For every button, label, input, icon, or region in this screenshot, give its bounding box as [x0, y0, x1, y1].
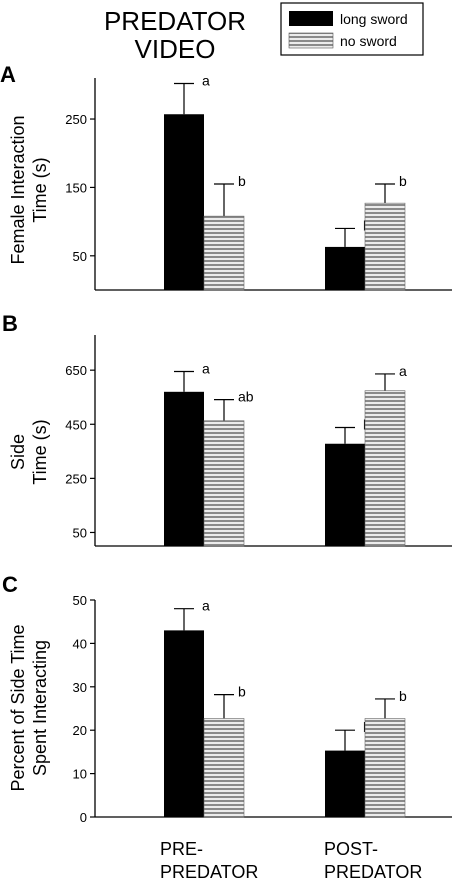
- y-tick-label-panel-b: 50: [73, 525, 87, 540]
- legend-swatch-long-sword: [289, 11, 333, 26]
- y-tick-label-panel-b: 450: [65, 417, 87, 432]
- y-tick-label-panel-c: 20: [73, 723, 87, 738]
- y-tick-label-panel-c: 40: [73, 636, 87, 651]
- panel-letter-c: C: [2, 572, 18, 597]
- bar-panel-a-pre-long-sword: [164, 114, 204, 290]
- y-tick-label-panel-c: 30: [73, 680, 87, 695]
- ylabel-panel-b-line1: Side: [8, 434, 28, 470]
- bar-panel-c-post-no-sword: [364, 718, 406, 818]
- bar-panel-a-post-no-sword: [364, 202, 406, 291]
- y-tick-label-panel-a: 150: [65, 180, 87, 195]
- ylabel-panel-b-line2: Time (s): [30, 419, 50, 484]
- y-tick-label-panel-a: 50: [73, 249, 87, 264]
- significance-letter-panel-c-pre-no-sword: b: [238, 684, 246, 700]
- ylabel-panel-c-line2: Spent Interacting: [30, 640, 50, 776]
- ylabel-panel-a-line2: Time (s): [30, 157, 50, 222]
- bar-panel-a-pre-no-sword: [203, 215, 245, 291]
- significance-letter-panel-b-pre-long-sword: a: [202, 361, 210, 377]
- bar-panel-c-post-long-sword: [325, 750, 365, 817]
- bar-panel-c-pre-no-sword: [203, 718, 245, 818]
- legend: long sword no sword: [280, 2, 424, 56]
- bar-panel-b-post-no-sword: [364, 390, 406, 547]
- significance-letter-panel-a-post-no-sword: b: [399, 173, 407, 189]
- y-tick-label-panel-c: 10: [73, 767, 87, 782]
- bar-panel-a-post-long-sword: [325, 246, 365, 290]
- category-label-post-line2: PREDATOR: [324, 862, 422, 881]
- chart-panels: 50150250abbb50250450650ababa01020304050a…: [65, 72, 452, 825]
- significance-letter-panel-a-pre-long-sword: a: [202, 72, 210, 88]
- bar-panel-c-pre-long-sword: [164, 630, 204, 817]
- y-tick-label-panel-c: 0: [80, 810, 87, 825]
- panel-letter-a: A: [0, 62, 16, 87]
- bar-panel-b-pre-long-sword: [164, 391, 204, 546]
- significance-letter-panel-c-pre-long-sword: a: [202, 598, 210, 614]
- figure-title-line1: PREDATOR: [104, 6, 246, 36]
- ylabel-panel-c-line1: Percent of Side Time: [8, 624, 28, 791]
- legend-label-long-sword: long sword: [340, 11, 408, 27]
- ylabel-panel-a: Female Interaction Time (s): [8, 115, 50, 264]
- category-label-post-line1: POST-: [324, 839, 378, 859]
- significance-letter-panel-b-pre-no-sword: ab: [238, 389, 254, 405]
- panel-letter-b: B: [2, 311, 18, 336]
- y-tick-label-panel-b: 650: [65, 363, 87, 378]
- y-tick-label-panel-b: 250: [65, 471, 87, 486]
- y-tick-label-panel-c: 50: [73, 593, 87, 608]
- ylabel-panel-c: Percent of Side Time Spent Interacting: [8, 624, 50, 791]
- category-label-pre-line2: PREDATOR: [160, 862, 258, 881]
- significance-letter-panel-c-post-no-sword: b: [399, 688, 407, 704]
- significance-letter-panel-a-pre-no-sword: b: [238, 173, 246, 189]
- category-label-pre-line1: PRE-: [160, 839, 203, 859]
- ylabel-panel-b: Side Time (s): [8, 419, 50, 484]
- ylabel-panel-a-line1: Female Interaction: [8, 115, 28, 264]
- legend-label-no-sword: no sword: [340, 33, 397, 49]
- legend-swatch-no-sword: [288, 32, 334, 49]
- y-tick-label-panel-a: 250: [65, 112, 87, 127]
- bar-panel-b-pre-no-sword: [203, 420, 245, 547]
- figure-title-line2: VIDEO: [135, 34, 216, 64]
- significance-letter-panel-b-post-no-sword: a: [399, 363, 407, 379]
- bar-panel-b-post-long-sword: [325, 443, 365, 546]
